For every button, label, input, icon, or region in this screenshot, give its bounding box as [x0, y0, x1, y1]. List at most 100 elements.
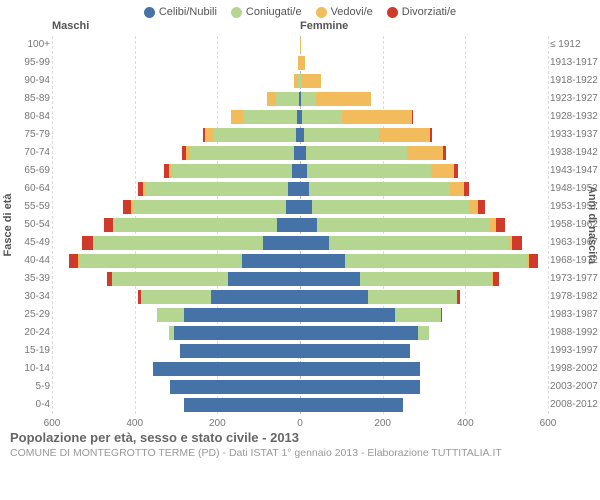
age-label: 20-24 [2, 324, 50, 342]
chart-area: Fasce di età Anni di nascita 100+≤ 19129… [0, 36, 600, 414]
age-row: 15-191993-1997 [52, 342, 548, 360]
male-bar [52, 344, 300, 358]
bar-segment [184, 308, 300, 322]
birth-year-label: 1933-1937 [550, 126, 598, 144]
birth-year-label: 1943-1947 [550, 162, 598, 180]
bar-segment [512, 236, 522, 250]
bar-segment [300, 308, 395, 322]
bar-segment [464, 182, 469, 196]
bar-segment [312, 200, 469, 214]
birth-year-label: 1928-1932 [550, 108, 598, 126]
bar-segment [306, 146, 407, 160]
bar-segment [133, 200, 286, 214]
bar-segment [431, 164, 454, 178]
female-bar [300, 218, 548, 232]
bar-segment [450, 182, 464, 196]
female-bar [300, 92, 548, 106]
age-label: 80-84 [2, 108, 50, 126]
age-label: 40-44 [2, 252, 50, 270]
male-bar [52, 92, 300, 106]
bar-segment [407, 146, 442, 160]
x-tick: 400 [126, 418, 143, 429]
bar-segment [300, 362, 420, 376]
male-bar [52, 182, 300, 196]
bar-segment [205, 128, 213, 142]
birth-year-label: 1948-1952 [550, 180, 598, 198]
bar-segment [174, 326, 300, 340]
male-bar [52, 398, 300, 412]
age-label: 95-99 [2, 54, 50, 72]
age-row: 50-541958-1962 [52, 216, 548, 234]
bar-segment [112, 272, 228, 286]
bar-segment [231, 110, 243, 124]
bar-segment [300, 344, 410, 358]
footer-subtitle: COMUNE DI MONTEGROTTO TERME (PD) - Dati … [10, 447, 590, 459]
age-label: 0-4 [2, 396, 50, 414]
age-row: 80-841928-1932 [52, 108, 548, 126]
female-bar [300, 236, 548, 250]
bar-segment [493, 272, 499, 286]
column-headers: Maschi Femmine [0, 20, 600, 36]
bar-segment [307, 164, 431, 178]
age-label: 55-59 [2, 198, 50, 216]
bar-segment [141, 290, 211, 304]
x-tick: 600 [44, 418, 61, 429]
x-tick: 200 [209, 418, 226, 429]
bar-segment [190, 146, 293, 160]
female-bar [300, 254, 548, 268]
bar-segment [300, 182, 309, 196]
male-bar [52, 74, 300, 88]
bar-segment [300, 254, 345, 268]
birth-year-label: 1993-1997 [550, 342, 598, 360]
age-label: 5-9 [2, 378, 50, 396]
age-label: 10-14 [2, 360, 50, 378]
legend-label: Celibi/Nubili [159, 6, 217, 18]
bar-segment [300, 38, 301, 52]
female-bar [300, 110, 548, 124]
birth-year-label: 1963-1967 [550, 234, 598, 252]
age-label: 35-39 [2, 270, 50, 288]
birth-year-label: 1983-1987 [550, 306, 598, 324]
male-bar [52, 380, 300, 394]
male-bar [52, 326, 300, 340]
male-bar [52, 128, 300, 142]
bar-segment [300, 56, 305, 70]
bar-segment [79, 254, 242, 268]
bar-segment [300, 272, 360, 286]
bar-segment [496, 218, 505, 232]
bar-segment [300, 200, 312, 214]
bar-segment [157, 308, 184, 322]
bar-segment [300, 398, 403, 412]
age-label: 15-19 [2, 342, 50, 360]
x-tick: 200 [374, 418, 391, 429]
legend: Celibi/Nubili Coniugati/e Vedovi/e Divorzia… [0, 0, 600, 20]
bar-segment [180, 344, 300, 358]
bar-segment [395, 308, 440, 322]
birth-year-label: 1953-1957 [550, 198, 598, 216]
age-row: 85-891923-1927 [52, 90, 548, 108]
bar-segment [469, 200, 478, 214]
age-row: 35-391973-1977 [52, 270, 548, 288]
age-row: 20-241988-1992 [52, 324, 548, 342]
legend-label: Vedovi/e [331, 6, 373, 18]
bar-segment [301, 92, 315, 106]
bar-segment [418, 326, 430, 340]
bar-segment [172, 164, 292, 178]
legend-item: Divorziati/e [387, 6, 456, 18]
bar-segment [345, 254, 527, 268]
male-bar [52, 164, 300, 178]
age-row: 90-941918-1922 [52, 72, 548, 90]
male-bar [52, 110, 300, 124]
bar-segment [360, 272, 492, 286]
male-bar [52, 272, 300, 286]
bar-segment [123, 200, 130, 214]
female-bar [300, 74, 548, 88]
age-label: 85-89 [2, 90, 50, 108]
female-bar [300, 308, 548, 322]
legend-label: Coniugati/e [246, 6, 302, 18]
female-bar [300, 182, 548, 196]
bar-segment [454, 164, 458, 178]
legend-item: Celibi/Nubili [144, 6, 217, 18]
age-label: 65-69 [2, 162, 50, 180]
male-bar [52, 290, 300, 304]
